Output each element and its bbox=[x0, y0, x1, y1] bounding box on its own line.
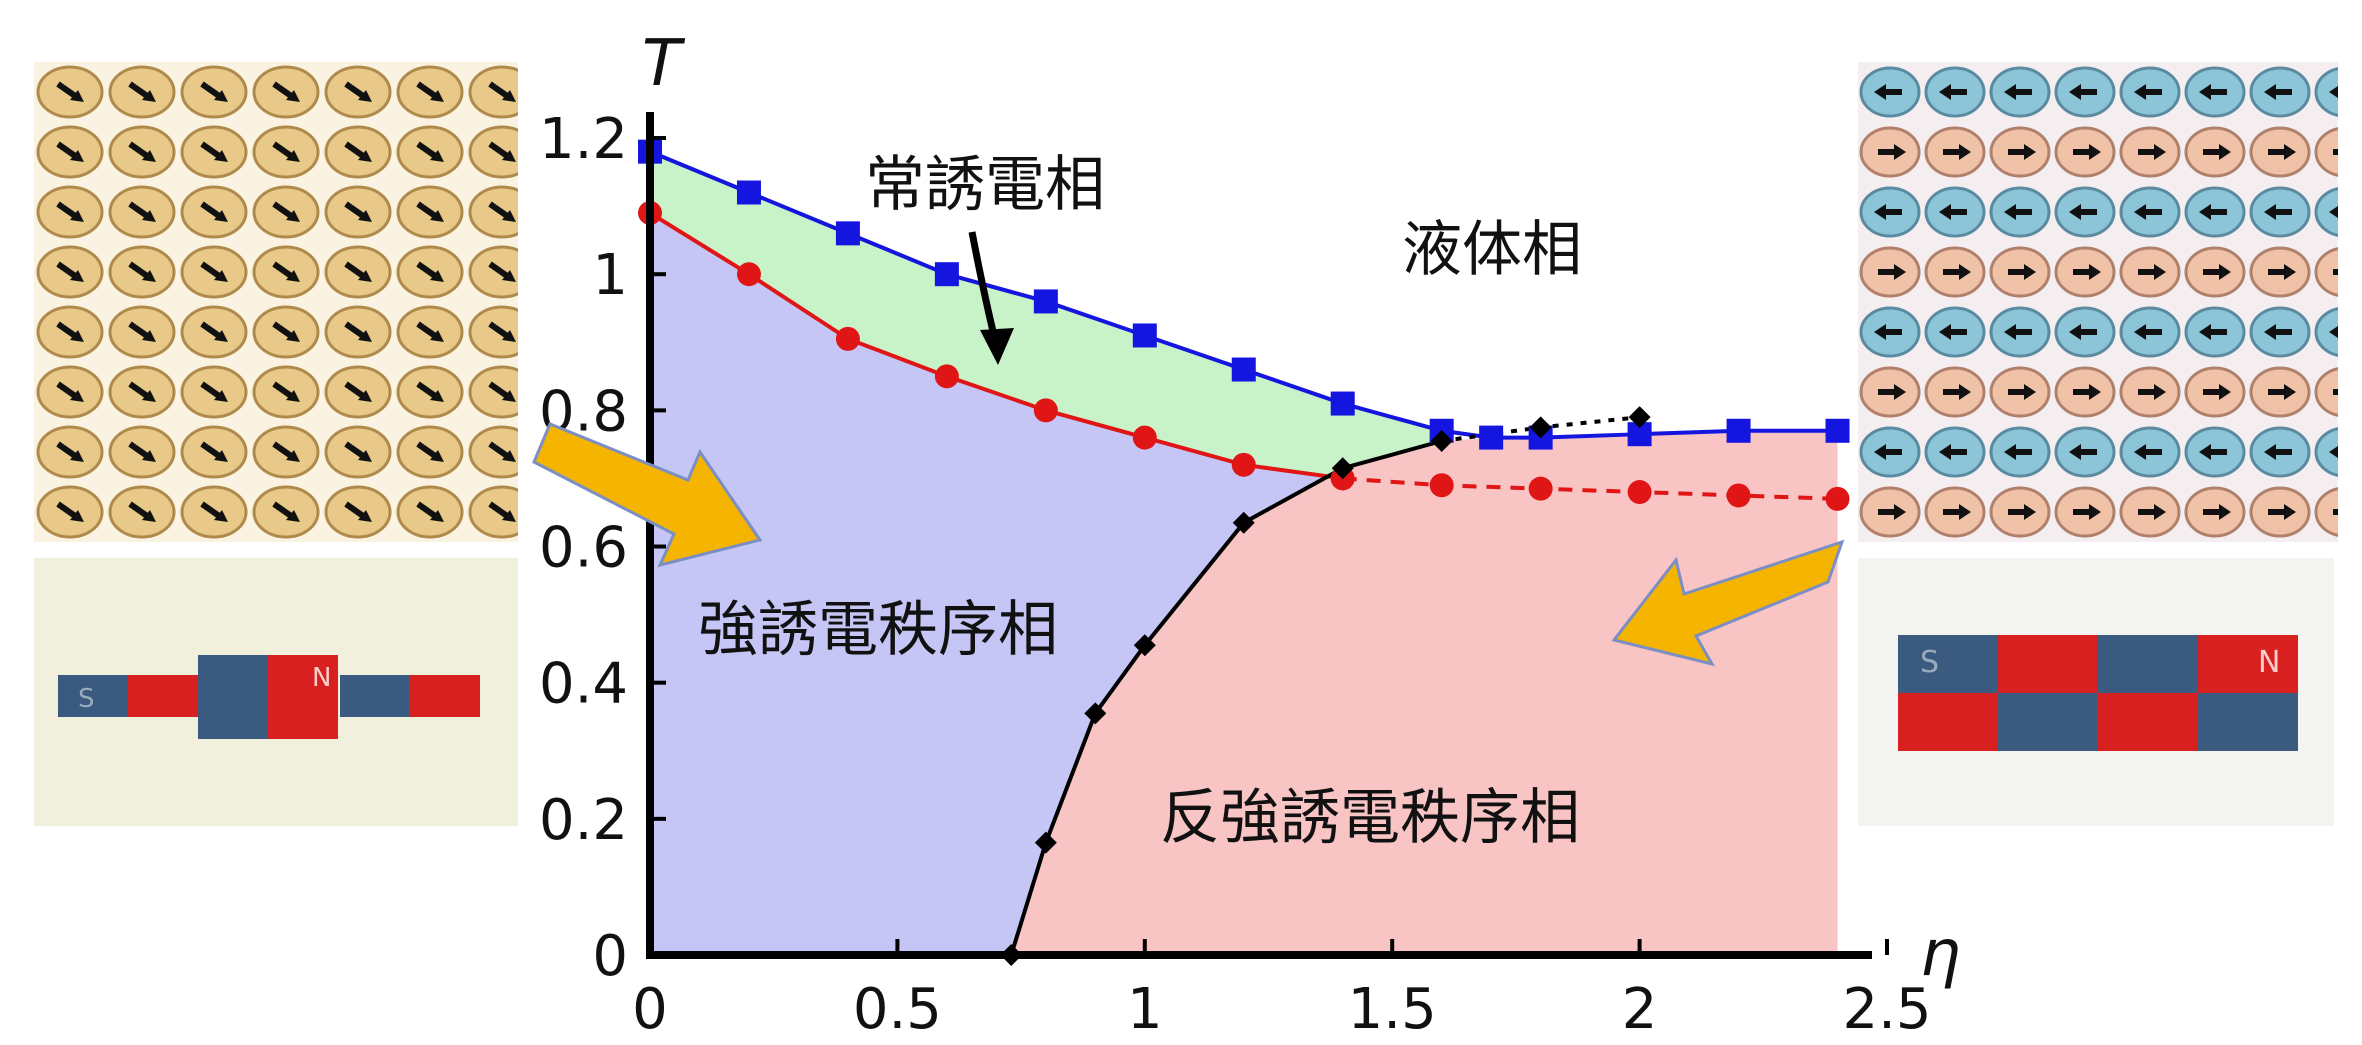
x-tick-label-4: 2 bbox=[1622, 977, 1658, 1042]
series-blue-point-9 bbox=[1479, 425, 1504, 450]
series-black-point-7 bbox=[1529, 416, 1552, 439]
paraelectric-pointer-arrow bbox=[968, 231, 1014, 365]
series-black-point-1 bbox=[1034, 831, 1057, 854]
series-black-point-5 bbox=[1331, 457, 1354, 480]
region-label-paraelectric: 常誘電相 bbox=[865, 150, 1105, 220]
x-tick-label-2: 1 bbox=[1127, 977, 1163, 1042]
series-red-point-6 bbox=[1231, 452, 1256, 477]
y-tick-label-0: 0 bbox=[592, 924, 628, 989]
series-blue-point-2 bbox=[835, 221, 860, 246]
series-red-point-3 bbox=[934, 364, 959, 389]
series-red-point-12 bbox=[1825, 486, 1850, 511]
ferro-orange-arrow bbox=[532, 422, 763, 568]
y-tick-label-2: 0.4 bbox=[539, 652, 628, 717]
y-tick-label-5: 1 bbox=[592, 243, 628, 308]
x-axis-title: η bbox=[1920, 917, 1961, 991]
series-blue-point-13 bbox=[1825, 418, 1850, 443]
magnet-letter-n-right: N bbox=[2258, 645, 2280, 680]
y-axis-title: T bbox=[642, 27, 686, 101]
series-red-point-1 bbox=[736, 262, 761, 287]
x-tick-label-1: 0.5 bbox=[853, 977, 942, 1042]
region-ferroelectric bbox=[650, 212, 1343, 956]
series-blue-point-12 bbox=[1726, 418, 1751, 443]
series-black-point-2 bbox=[1084, 702, 1107, 725]
x-tick-label-5: 2.5 bbox=[1842, 977, 1931, 1042]
x-tick-label-0: 0 bbox=[632, 977, 668, 1042]
series-blue-point-3 bbox=[934, 262, 959, 287]
region-antiferroelectric bbox=[1011, 430, 1838, 955]
series-blue-point-6 bbox=[1231, 357, 1256, 382]
ferro-magnet-photo: S N bbox=[34, 558, 518, 826]
series-black-point-4 bbox=[1232, 511, 1255, 534]
region-label-ferroelectric: 強誘電秩序相 bbox=[698, 595, 1058, 665]
series-red-point-5 bbox=[1132, 425, 1157, 450]
series-red-point-9 bbox=[1528, 476, 1553, 501]
region-label-liquid: 液体相 bbox=[1402, 215, 1582, 285]
x-tick-label-3: 1.5 bbox=[1348, 977, 1437, 1042]
series-line-red-solid bbox=[648, 211, 1343, 481]
series-blue-point-7 bbox=[1330, 391, 1355, 416]
region-paraelectric bbox=[650, 151, 1442, 479]
region-label-antiferroelectric: 反強誘電秩序相 bbox=[1160, 783, 1580, 853]
series-black-point-6 bbox=[1430, 429, 1453, 452]
plot-area: ηT 0 0.5 1 1.5 2 2.500.20.40.60.811.2 bbox=[539, 27, 1961, 1042]
series-blue-point-4 bbox=[1033, 289, 1058, 314]
antiferro-magnet-photo: S N bbox=[1858, 558, 2334, 826]
magnet-letter-s-right: S bbox=[1920, 645, 1939, 680]
series-blue-point-5 bbox=[1132, 323, 1157, 348]
magnet-letter-s: S bbox=[78, 684, 95, 714]
series-line-blue bbox=[649, 149, 1838, 440]
antiferro-orange-arrow bbox=[1611, 539, 1845, 667]
series-red-point-10 bbox=[1627, 480, 1652, 505]
series-black-point-3 bbox=[1133, 634, 1156, 657]
series-red-point-2 bbox=[835, 326, 860, 351]
series-line-red-dashed bbox=[1342, 476, 1838, 501]
series-red-point-4 bbox=[1033, 398, 1058, 423]
antiferro-lattice-inset bbox=[1858, 62, 2338, 542]
series-black-point-8 bbox=[1628, 406, 1651, 429]
series-blue-point-1 bbox=[736, 180, 761, 205]
magnet-letter-n: N bbox=[312, 663, 331, 693]
ferro-lattice-inset bbox=[34, 62, 518, 542]
y-tick-label-1: 0.2 bbox=[539, 788, 628, 853]
y-tick-label-6: 1.2 bbox=[539, 107, 628, 172]
series-red-point-8 bbox=[1429, 473, 1454, 498]
series-red-point-11 bbox=[1726, 483, 1751, 508]
y-tick-label-3: 0.6 bbox=[539, 516, 628, 581]
